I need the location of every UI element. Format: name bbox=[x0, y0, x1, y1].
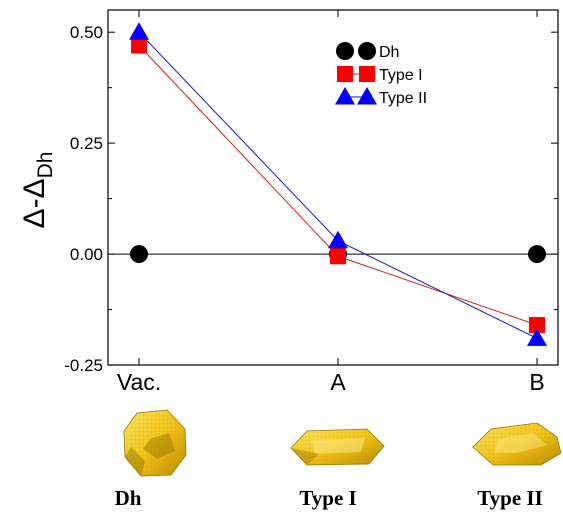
series-markers bbox=[129, 22, 547, 346]
data-point bbox=[130, 245, 148, 264]
legend: Dh Type I Type II bbox=[335, 42, 427, 107]
y-axis-label: Δ-ΔDh bbox=[18, 152, 57, 229]
plot-area: -0.25 0.00 0.25 0.50 Vac. A B Dh Type I Type II bbox=[64, 9, 559, 395]
legend-label: Type I bbox=[379, 67, 423, 84]
y-tick-label: -0.25 bbox=[64, 356, 103, 375]
data-point bbox=[528, 245, 546, 264]
legend-label: Dh bbox=[379, 44, 399, 61]
y-tick-label: 0.25 bbox=[70, 134, 103, 153]
data-point bbox=[527, 328, 547, 346]
data-point bbox=[129, 22, 149, 40]
y-axis-label-main: Δ-Δ bbox=[18, 178, 51, 228]
legend-marker bbox=[335, 87, 355, 105]
x-tick-label: A bbox=[330, 369, 346, 395]
structure-image-dh bbox=[123, 409, 187, 477]
structure-image-type-ii bbox=[472, 422, 562, 466]
caption-type-i: Type I bbox=[299, 486, 356, 510]
y-axis-ticks: -0.25 0.00 0.25 0.50 bbox=[64, 23, 558, 375]
data-point bbox=[330, 248, 346, 265]
legend-marker bbox=[358, 42, 376, 60]
structure-image-type-i bbox=[290, 428, 385, 466]
x-tick-label: Vac. bbox=[117, 369, 161, 395]
data-point bbox=[328, 230, 348, 249]
y-tick-label: 0.00 bbox=[70, 245, 103, 264]
caption-type-ii: Type II bbox=[477, 486, 543, 510]
legend-marker bbox=[336, 42, 354, 60]
legend-label: Type II bbox=[379, 90, 427, 107]
x-axis-ticks: Vac. A B bbox=[117, 10, 545, 395]
legend-marker bbox=[359, 66, 375, 82]
y-tick-label: 0.50 bbox=[70, 23, 103, 42]
y-axis-label-subscript: Dh bbox=[34, 152, 57, 179]
legend-marker bbox=[357, 87, 377, 105]
legend-marker bbox=[337, 66, 353, 82]
caption-dh: Dh bbox=[115, 486, 142, 510]
x-tick-label: B bbox=[529, 369, 544, 395]
plot-frame bbox=[107, 9, 559, 366]
data-point bbox=[131, 37, 147, 54]
series-line bbox=[138, 45, 538, 326]
data-point bbox=[529, 317, 545, 334]
